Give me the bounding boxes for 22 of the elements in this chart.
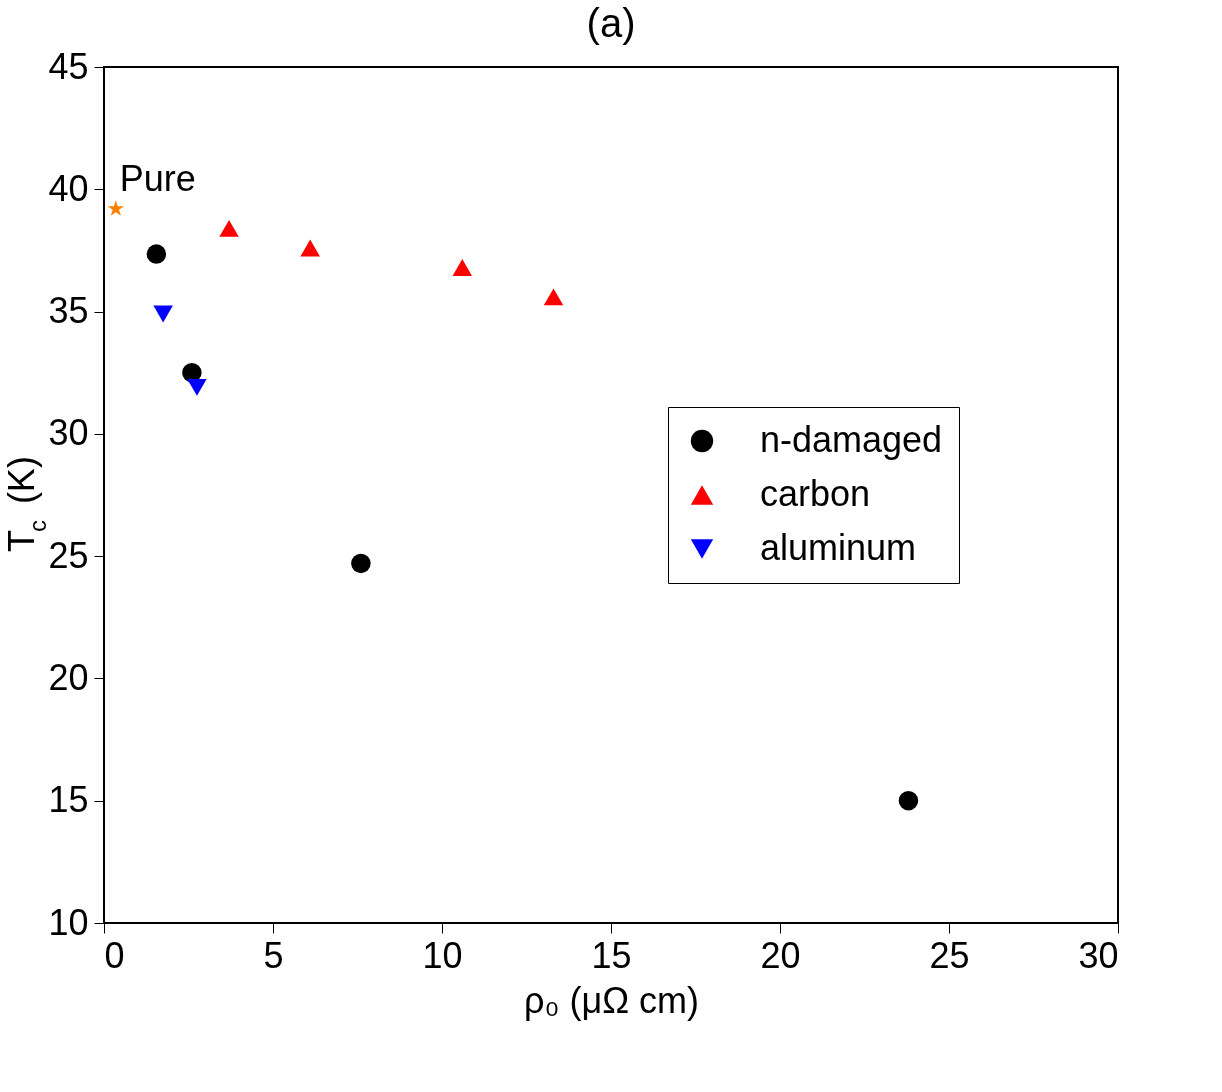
x-tick-label: 10 xyxy=(422,934,463,976)
legend-label: n-damaged xyxy=(760,419,943,460)
y-tick-label: 10 xyxy=(48,901,89,943)
annotation: Pure xyxy=(119,157,196,199)
y-tick-label: 15 xyxy=(48,779,89,821)
y-tick-label: 40 xyxy=(48,167,89,209)
x-tick-label: 30 xyxy=(1078,934,1119,976)
y-tick-label: 35 xyxy=(48,290,89,332)
y-tick-label: 25 xyxy=(48,534,89,576)
chart-title: (a) xyxy=(586,1,636,45)
y-tick-label: 45 xyxy=(48,45,89,87)
x-tick-label: 5 xyxy=(263,934,284,976)
y-tick-label: 30 xyxy=(48,412,89,454)
x-tick-label: 20 xyxy=(760,934,801,976)
x-tick-label: 25 xyxy=(929,934,970,976)
x-tick-label: 15 xyxy=(591,934,632,976)
legend-label: aluminum xyxy=(760,527,917,568)
x-axis-title: ρ₀ (μΩ cm) xyxy=(523,979,700,1021)
y-axis-title: Tc (K) xyxy=(1,456,51,553)
x-tick-label: 0 xyxy=(104,934,125,976)
legend-label: carbon xyxy=(760,473,871,514)
y-tick-label: 20 xyxy=(48,656,89,698)
